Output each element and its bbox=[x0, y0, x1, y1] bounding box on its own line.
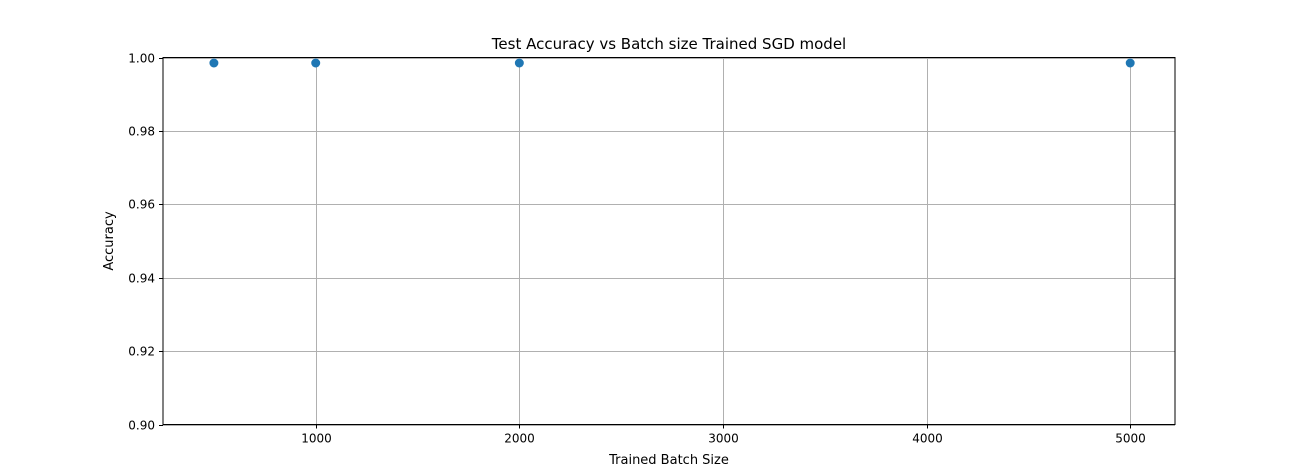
data-points bbox=[209, 58, 1135, 68]
y-tick-label: 0.98 bbox=[128, 125, 155, 139]
y-axis-label: Accuracy bbox=[102, 211, 117, 271]
y-tick-label: 0.96 bbox=[128, 198, 155, 212]
data-point bbox=[209, 58, 219, 68]
y-tick-label: 1.00 bbox=[128, 52, 155, 66]
data-point bbox=[1125, 58, 1135, 68]
x-tick-label: 4000 bbox=[912, 432, 943, 446]
x-tick-label: 1000 bbox=[301, 432, 332, 446]
y-tick-label: 0.92 bbox=[128, 345, 155, 359]
y-tick-label: 0.90 bbox=[128, 419, 155, 433]
data-point bbox=[514, 58, 524, 68]
x-tick-label: 2000 bbox=[504, 432, 535, 446]
plot-frame bbox=[162, 57, 1176, 425]
grid bbox=[163, 57, 1175, 426]
x-tick-label: 3000 bbox=[708, 432, 739, 446]
x-axis-label: Trained Batch Size bbox=[608, 453, 729, 468]
y-tick-label: 0.94 bbox=[128, 272, 155, 286]
ticks: 1000 2000 3000 4000 5000 0.90 0.92 0.94 0.96 0.98… bbox=[128, 52, 1145, 446]
x-tick-label: 5000 bbox=[1115, 432, 1146, 446]
data-point bbox=[311, 58, 321, 68]
chart-title: Test Accuracy vs Batch size Trained SGD … bbox=[491, 35, 846, 53]
